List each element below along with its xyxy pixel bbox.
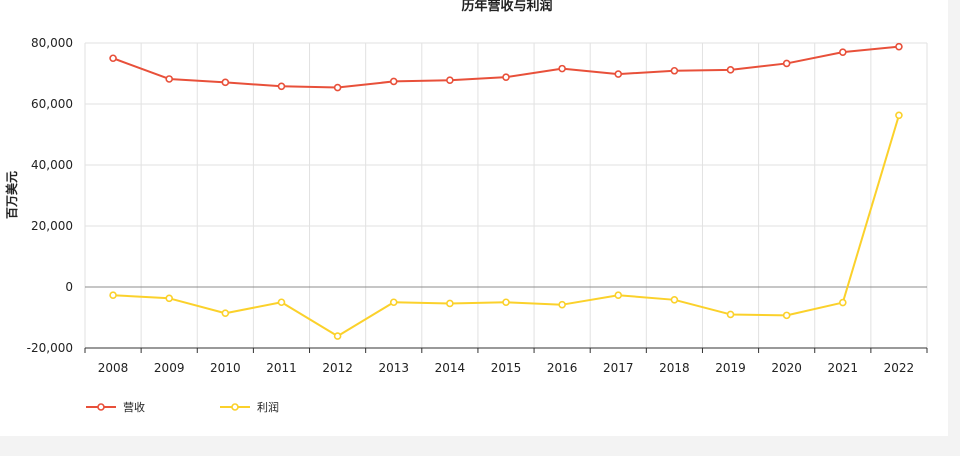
x-tick-label: 2012 (322, 361, 353, 375)
data-point[interactable] (726, 310, 735, 319)
series-line (112, 45, 900, 89)
x-tick-label: 2011 (266, 361, 297, 375)
legend-label: 营收 (123, 400, 145, 414)
x-tick-label: 2017 (603, 361, 634, 375)
data-point[interactable] (895, 42, 903, 51)
data-point[interactable] (614, 70, 623, 78)
data-point[interactable] (670, 66, 679, 75)
series-2 (109, 111, 903, 340)
line-chart: 历年营收与利润 百万美元 -20,000 0 20,000 40,000 60,000 8… (4, 0, 928, 414)
legend[interactable]: 营收 利润 (86, 400, 279, 414)
x-tick-label: 2021 (828, 361, 859, 375)
x-tick-label: 2009 (154, 361, 185, 375)
data-point[interactable] (165, 75, 173, 83)
y-tick-label: 60,000 (31, 97, 73, 111)
data-point[interactable] (389, 77, 398, 86)
series-1 (109, 42, 903, 92)
x-tick-label: 2019 (715, 361, 746, 375)
legend-marker (231, 403, 239, 411)
y-tick-label: 0 (65, 280, 73, 294)
data-point[interactable] (502, 298, 510, 307)
data-point[interactable] (109, 291, 117, 300)
x-tick-label: 2015 (491, 361, 522, 375)
legend-label: 利润 (257, 400, 279, 414)
legend-item[interactable]: 营收 (86, 400, 145, 414)
data-point[interactable] (895, 111, 903, 120)
y-tick-label: 80,000 (31, 36, 73, 50)
data-point[interactable] (782, 311, 791, 320)
y-tick-label: 20,000 (31, 219, 73, 233)
chart-title: 历年营收与利润 (461, 0, 552, 14)
y-tick-label: -20,000 (27, 341, 73, 355)
data-point[interactable] (221, 309, 230, 318)
legend-item[interactable]: 利润 (220, 400, 279, 414)
x-tick-label: 2014 (435, 361, 466, 375)
data-point[interactable] (502, 73, 510, 81)
x-tick-label: 2022 (884, 361, 915, 375)
data-point[interactable] (726, 66, 735, 74)
y-tick-label: 40,000 (31, 158, 73, 172)
data-point[interactable] (277, 82, 286, 91)
data-point[interactable] (109, 54, 117, 63)
data-point[interactable] (389, 298, 398, 307)
data-point[interactable] (277, 298, 286, 307)
legend-marker (97, 403, 105, 411)
x-tick-label: 2008 (98, 361, 129, 375)
x-tick-label: 2010 (210, 361, 241, 375)
data-point[interactable] (446, 299, 454, 308)
data-point[interactable] (838, 298, 847, 307)
series-layer (109, 42, 903, 340)
data-point[interactable] (558, 300, 566, 309)
y-axis-label: 百万美元 (4, 171, 19, 219)
data-point[interactable] (221, 78, 230, 87)
x-tick-label: 2016 (547, 361, 578, 375)
data-point[interactable] (782, 59, 791, 68)
data-point[interactable] (333, 332, 342, 340)
axes: -20,000 0 20,000 40,000 60,000 80,000 2008 2009… (27, 36, 928, 375)
x-tick-label: 2018 (659, 361, 690, 375)
data-point[interactable] (614, 291, 623, 300)
data-point[interactable] (165, 294, 173, 303)
data-point[interactable] (446, 76, 454, 85)
chart-card: 历年营收与利润 百万美元 -20,000 0 20,000 40,000 60,000 8… (0, 0, 948, 436)
data-point[interactable] (670, 296, 679, 304)
data-point[interactable] (838, 48, 847, 56)
data-point[interactable] (333, 83, 342, 92)
data-point[interactable] (558, 64, 566, 73)
x-tick-label: 2020 (771, 361, 802, 375)
x-tick-label: 2013 (378, 361, 409, 375)
